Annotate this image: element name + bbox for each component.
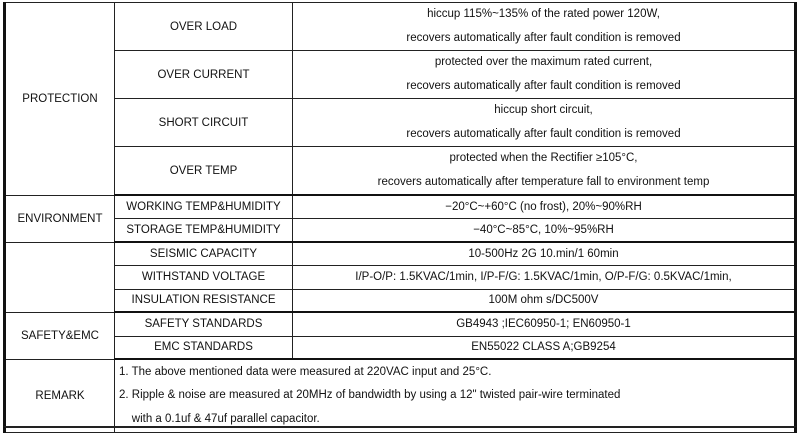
remark-line-1: 1. The above mentioned data were measure… (119, 365, 492, 378)
label-storage-temp: STORAGE TEMP&HUMIDITY (114, 217, 293, 243)
label-over-load: OVER LOAD (114, 2, 293, 51)
label-short-circuit: SHORT CIRCUIT (114, 98, 293, 147)
label-safety-standards: SAFETY STANDARDS (114, 311, 293, 337)
value-safety-standards: GB4943 ;IEC60950-1; EN60950-1 (292, 311, 797, 337)
value-insulation: 100M ohm s/DC500V (292, 288, 797, 313)
value-short-circuit: hiccup short circuit, recovers automatica… (292, 98, 797, 147)
group-safety-emc: SAFETY&EMC (3, 311, 115, 360)
value-line: hiccup 115%~135% of the rated power 120W… (427, 8, 660, 20)
value-storage-temp: −40°C~85°C, 10%~95%RH (292, 217, 797, 243)
remark-line-3: with a 0.1uf & 47uf parallel capacitor. (119, 412, 320, 425)
spec-table: PROTECTION OVER LOAD hiccup 115%~135% of… (3, 2, 797, 433)
value-line: recovers automatically after temperature… (377, 175, 710, 188)
value-line: protected when the Rectifier ≥105°C, (449, 152, 638, 164)
value-line: recovers automatically after fault condi… (406, 127, 681, 140)
group-remark: REMARK (3, 358, 115, 433)
value-withstand: I/P-O/P: 1.5KVAC/1min, I/P-F/G: 1.5KVAC/… (292, 264, 797, 290)
value-line: hiccup short circuit, (494, 104, 593, 116)
value-line: recovers automatically after fault condi… (406, 79, 681, 92)
value-over-current: protected over the maximum rated current… (292, 50, 797, 99)
label-seismic: SEISMIC CAPACITY (114, 241, 293, 266)
value-over-load: hiccup 115%~135% of the rated power 120W… (292, 2, 797, 51)
group-environment: ENVIRONMENT (3, 194, 115, 243)
label-emc-standards: EMC STANDARDS (114, 335, 293, 360)
remark-line-2: 2. Ripple & noise are measured at 20MHz … (119, 389, 621, 401)
label-over-current: OVER CURRENT (114, 50, 293, 99)
group-protection: PROTECTION (3, 2, 115, 196)
value-working-temp: −20°C~+60°C (no frost), 20%~90%RH (292, 194, 797, 219)
next-row-edge (3, 426, 797, 433)
value-seismic: 10-500Hz 2G 10.min/1 60min (292, 241, 797, 266)
value-line: recovers automatically after fault condi… (406, 31, 681, 44)
group-blank (3, 241, 115, 313)
label-insulation: INSULATION RESISTANCE (114, 288, 293, 313)
value-over-temp: protected when the Rectifier ≥105°C, reco… (292, 146, 797, 196)
label-over-temp: OVER TEMP (114, 146, 293, 196)
value-line: protected over the maximum rated current… (434, 56, 653, 68)
label-withstand: WITHSTAND VOLTAGE (114, 264, 293, 290)
label-working-temp: WORKING TEMP&HUMIDITY (114, 194, 293, 219)
remark-text: 1. The above mentioned data were measure… (114, 358, 797, 433)
value-emc-standards: EN55022 CLASS A;GB9254 (292, 335, 797, 360)
